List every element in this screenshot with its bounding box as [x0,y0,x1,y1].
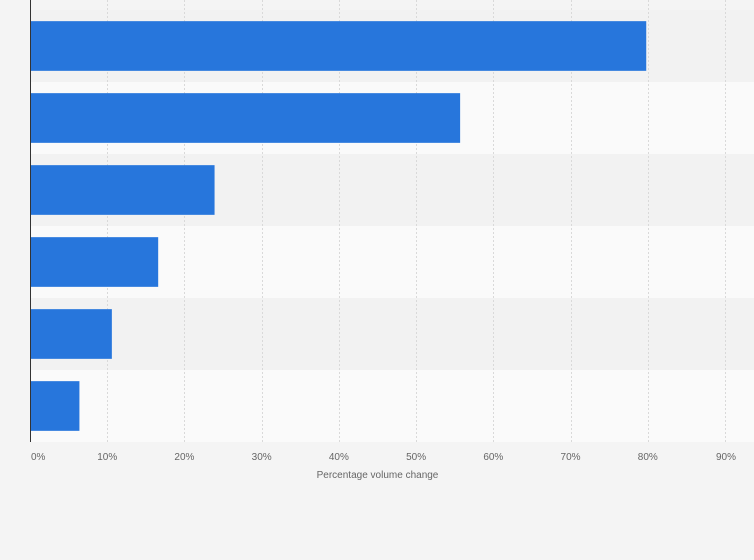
x-tick-label-8: 80% [638,452,658,463]
bar-2 [30,93,461,143]
x-tick-labels: 0% 10% 20% 30% 40% 50% 60% 70% 80% 90% [31,452,736,463]
x-tick-label-1: 10% [97,452,117,463]
row-bands [30,10,754,442]
row-band-6 [30,370,754,442]
bar-5 [30,309,112,359]
bar-1 [30,21,647,71]
gridlines [107,0,726,442]
x-axis-title: Percentage volume change [317,470,439,481]
x-tick-label-0: 0% [31,452,46,463]
bar-6 [30,381,80,431]
x-tick-label-6: 60% [483,452,503,463]
x-tick-label-3: 30% [252,452,272,463]
x-tick-label-2: 20% [174,452,194,463]
row-band-5 [30,298,754,370]
bar-4 [30,237,159,287]
bars [30,21,647,431]
x-tick-label-7: 70% [561,452,581,463]
x-tick-label-9: 90% [716,452,736,463]
x-tick-label-5: 50% [406,452,426,463]
bar-3 [30,165,215,215]
x-tick-label-4: 40% [329,452,349,463]
